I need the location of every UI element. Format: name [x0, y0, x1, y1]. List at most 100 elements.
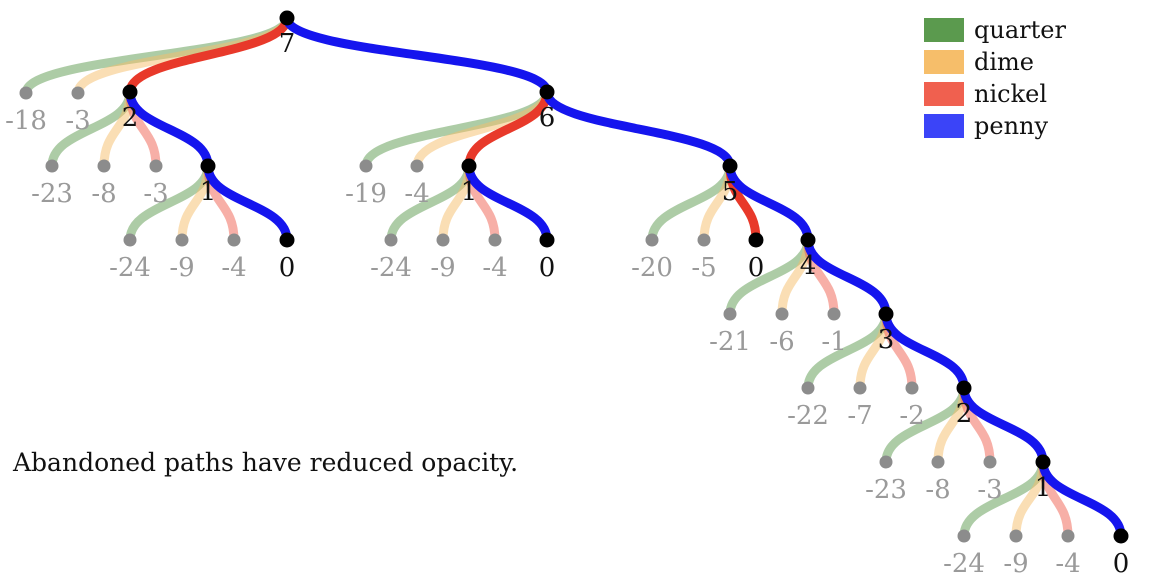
- abandoned-node: [775, 307, 789, 321]
- legend-label-nickel: nickel: [974, 80, 1047, 108]
- tree-node: [122, 84, 138, 100]
- abandoned-node-label: -8: [91, 179, 116, 209]
- abandoned-node: [1009, 529, 1023, 543]
- abandoned-node: [436, 233, 450, 247]
- edge-nickel-n7-n2a: [125, 13, 292, 97]
- abandoned-node-label: -2: [899, 401, 924, 431]
- abandoned-node-label: -1: [821, 327, 846, 357]
- tree-labels: 7-18 -3 2 6-23 -8 -3 1-24 -9 -4 0-19 -4 1 5-24 -9 -4 0-…: [5, 29, 1129, 579]
- abandoned-node: [410, 159, 424, 173]
- abandoned-node-label: -4: [221, 253, 246, 283]
- tree-node: [461, 158, 477, 174]
- node-label: 6: [539, 103, 556, 133]
- abandoned-node-label: -4: [482, 253, 507, 283]
- tree-node: [1035, 454, 1051, 470]
- tree-node: [539, 84, 555, 100]
- node-label: 1: [1035, 473, 1052, 503]
- abandoned-node-label: -9: [1003, 549, 1028, 579]
- node-label: 0: [748, 253, 765, 283]
- node-label: 7: [279, 29, 296, 59]
- abandoned-node: [645, 233, 659, 247]
- abandoned-node-label: -9: [430, 253, 455, 283]
- abandoned-node: [983, 455, 997, 469]
- node-label: 2: [956, 399, 973, 429]
- abandoned-node-label: -6: [769, 327, 794, 357]
- abandoned-node: [931, 455, 945, 469]
- legend: quarter dime nickel penny: [924, 16, 1066, 140]
- node-label: 1: [200, 177, 217, 207]
- edge-penny-n4-n3: [803, 235, 891, 319]
- abandoned-node-label: -23: [865, 475, 907, 505]
- abandoned-node: [723, 307, 737, 321]
- abandoned-node: [384, 233, 398, 247]
- legend-label-penny: penny: [974, 112, 1048, 140]
- edge-penny-n2b-n1c: [959, 383, 1048, 467]
- legend-swatch-dime: [924, 50, 964, 74]
- node-label: 3: [878, 325, 895, 355]
- abandoned-node-label: -19: [345, 179, 387, 209]
- edge-penny-n6-n5: [542, 87, 735, 171]
- legend-label-quarter: quarter: [974, 16, 1066, 44]
- node-label: 2: [122, 103, 139, 133]
- node-label: 0: [1113, 549, 1130, 579]
- abandoned-node-label: -24: [109, 253, 151, 283]
- edge-penny-n7-n6: [282, 13, 552, 97]
- abandoned-node-label: -22: [787, 401, 829, 431]
- edge-nickel-n6-n1b: [464, 87, 552, 171]
- abandoned-node-label: -7: [847, 401, 872, 431]
- abandoned-node: [697, 233, 711, 247]
- edge-penny-n2a-n1a: [125, 87, 213, 171]
- abandoned-node: [827, 307, 841, 321]
- tree-node: [956, 380, 972, 396]
- abandoned-node-label: -4: [404, 179, 429, 209]
- node-label: 4: [800, 251, 817, 281]
- edge-penny-n1c-n0d: [1038, 457, 1126, 541]
- edge-dime-n7-a-3: [73, 13, 292, 98]
- tree-node: [878, 306, 894, 322]
- abandoned-node: [71, 86, 85, 100]
- abandoned-node-label: -5: [691, 253, 716, 283]
- abandoned-node-label: -9: [169, 253, 194, 283]
- abandoned-node: [175, 233, 189, 247]
- caption: Abandoned paths have reduced opacity.: [13, 448, 519, 477]
- abandoned-node-label: -4: [1055, 549, 1080, 579]
- tree-edges: [21, 13, 1126, 541]
- abandoned-node: [905, 381, 919, 395]
- tree-node: [800, 232, 816, 248]
- abandoned-node: [149, 159, 163, 173]
- tree-node: [279, 232, 295, 248]
- edge-penny-n1b-n0b: [464, 161, 552, 245]
- legend-swatch-quarter: [924, 18, 964, 42]
- abandoned-node: [957, 529, 971, 543]
- abandoned-node: [488, 233, 502, 247]
- abandoned-node: [45, 159, 59, 173]
- tree-node: [279, 10, 295, 26]
- abandoned-node-label: -24: [370, 253, 412, 283]
- tree-node: [1113, 528, 1129, 544]
- abandoned-node-label: -3: [977, 475, 1002, 505]
- abandoned-node: [123, 233, 137, 247]
- abandoned-node-label: -24: [943, 549, 985, 579]
- abandoned-node-label: -23: [31, 179, 73, 209]
- tree-node: [748, 232, 764, 248]
- abandoned-node-label: -8: [925, 475, 950, 505]
- node-label: 0: [279, 253, 296, 283]
- abandoned-node: [801, 381, 815, 395]
- edge-penny-n3-n2b: [881, 309, 969, 393]
- abandoned-node-label: -21: [709, 327, 751, 357]
- tree-nodes: [19, 10, 1129, 544]
- tree-node: [539, 232, 555, 248]
- abandoned-node-label: -3: [143, 179, 168, 209]
- edge-quarter-n7-a-18: [21, 13, 292, 98]
- legend-label-dime: dime: [974, 48, 1034, 76]
- legend-swatch-penny: [924, 114, 964, 138]
- edge-quarter-n6-a-19: [361, 87, 552, 171]
- abandoned-node-label: -3: [65, 106, 90, 136]
- tree-node: [722, 158, 738, 174]
- node-label: 5: [722, 177, 739, 207]
- abandoned-node: [879, 455, 893, 469]
- abandoned-node: [227, 233, 241, 247]
- abandoned-node: [19, 86, 33, 100]
- abandoned-node-label: -18: [5, 106, 47, 136]
- abandoned-node-label: -20: [631, 253, 673, 283]
